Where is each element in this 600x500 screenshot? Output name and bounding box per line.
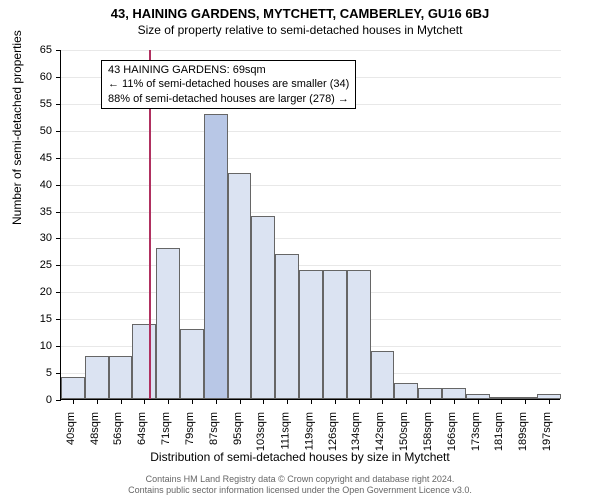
chart-plot-area: 43 HAINING GARDENS: 69sqm← 11% of semi-d… [60,50,560,400]
histogram-bar [156,248,180,399]
x-tick-mark [240,399,241,404]
gridline [61,50,561,51]
y-tick-label: 25 [22,259,52,271]
annotation-line-1: 43 HAINING GARDENS: 69sqm [108,63,349,77]
histogram-bar [251,216,275,399]
x-tick-mark [382,399,383,404]
x-tick-mark [525,399,526,404]
x-tick-mark [501,399,502,404]
histogram-bar [132,324,156,399]
y-tick-label: 20 [22,286,52,298]
y-tick-mark [56,346,61,347]
x-tick-mark [549,399,550,404]
y-tick-mark [56,104,61,105]
x-axis-label: Distribution of semi-detached houses by … [0,450,600,464]
footer-line-2: Contains public sector information licen… [0,485,600,496]
histogram-bar [275,254,299,399]
y-tick-mark [56,265,61,266]
histogram-bar [347,270,371,399]
y-tick-mark [56,77,61,78]
gridline [61,185,561,186]
x-tick-mark [430,399,431,404]
histogram-bar [299,270,323,399]
y-tick-label: 30 [22,232,52,244]
chart-container: 43, HAINING GARDENS, MYTCHETT, CAMBERLEY… [0,0,600,500]
annotation-line-3: 88% of semi-detached houses are larger (… [108,92,349,106]
y-tick-label: 55 [22,98,52,110]
y-tick-mark [56,373,61,374]
histogram-bar [371,351,395,399]
x-tick-mark [121,399,122,404]
y-tick-label: 65 [22,44,52,56]
y-tick-label: 0 [22,394,52,406]
x-tick-mark [192,399,193,404]
histogram-bar [85,356,109,399]
x-tick-mark [287,399,288,404]
x-tick-mark [478,399,479,404]
y-tick-label: 35 [22,206,52,218]
histogram-bar [323,270,347,399]
y-tick-mark [56,319,61,320]
y-tick-label: 40 [22,179,52,191]
x-tick-mark [335,399,336,404]
histogram-bar [394,383,418,399]
y-tick-label: 60 [22,71,52,83]
x-tick-mark [97,399,98,404]
y-tick-mark [56,212,61,213]
histogram-bar [228,173,252,399]
x-tick-mark [263,399,264,404]
gridline [61,212,561,213]
y-tick-label: 15 [22,313,52,325]
y-tick-mark [56,50,61,51]
plot-region: 43 HAINING GARDENS: 69sqm← 11% of semi-d… [60,50,560,400]
x-tick-mark [406,399,407,404]
chart-title: 43, HAINING GARDENS, MYTCHETT, CAMBERLEY… [0,0,600,21]
y-tick-mark [56,292,61,293]
histogram-bar [442,388,466,399]
y-tick-label: 10 [22,340,52,352]
y-tick-mark [56,238,61,239]
x-tick-mark [73,399,74,404]
annotation-line-2: ← 11% of semi-detached houses are smalle… [108,77,349,91]
histogram-bar [109,356,133,399]
y-tick-label: 5 [22,367,52,379]
x-tick-mark [216,399,217,404]
y-tick-mark [56,400,61,401]
y-tick-mark [56,158,61,159]
y-tick-label: 45 [22,152,52,164]
x-tick-mark [168,399,169,404]
y-tick-mark [56,131,61,132]
histogram-bar [61,377,85,399]
gridline [61,158,561,159]
annotation-box: 43 HAINING GARDENS: 69sqm← 11% of semi-d… [101,60,356,109]
chart-subtitle: Size of property relative to semi-detach… [0,21,600,37]
histogram-bar [180,329,204,399]
x-tick-mark [359,399,360,404]
x-tick-mark [454,399,455,404]
gridline [61,265,561,266]
gridline [61,238,561,239]
x-tick-mark [311,399,312,404]
y-tick-mark [56,185,61,186]
footer-attribution: Contains HM Land Registry data © Crown c… [0,474,600,496]
footer-line-1: Contains HM Land Registry data © Crown c… [0,474,600,485]
x-tick-mark [144,399,145,404]
histogram-bar [204,114,228,399]
y-tick-label: 50 [22,125,52,137]
histogram-bar [418,388,442,399]
gridline [61,131,561,132]
